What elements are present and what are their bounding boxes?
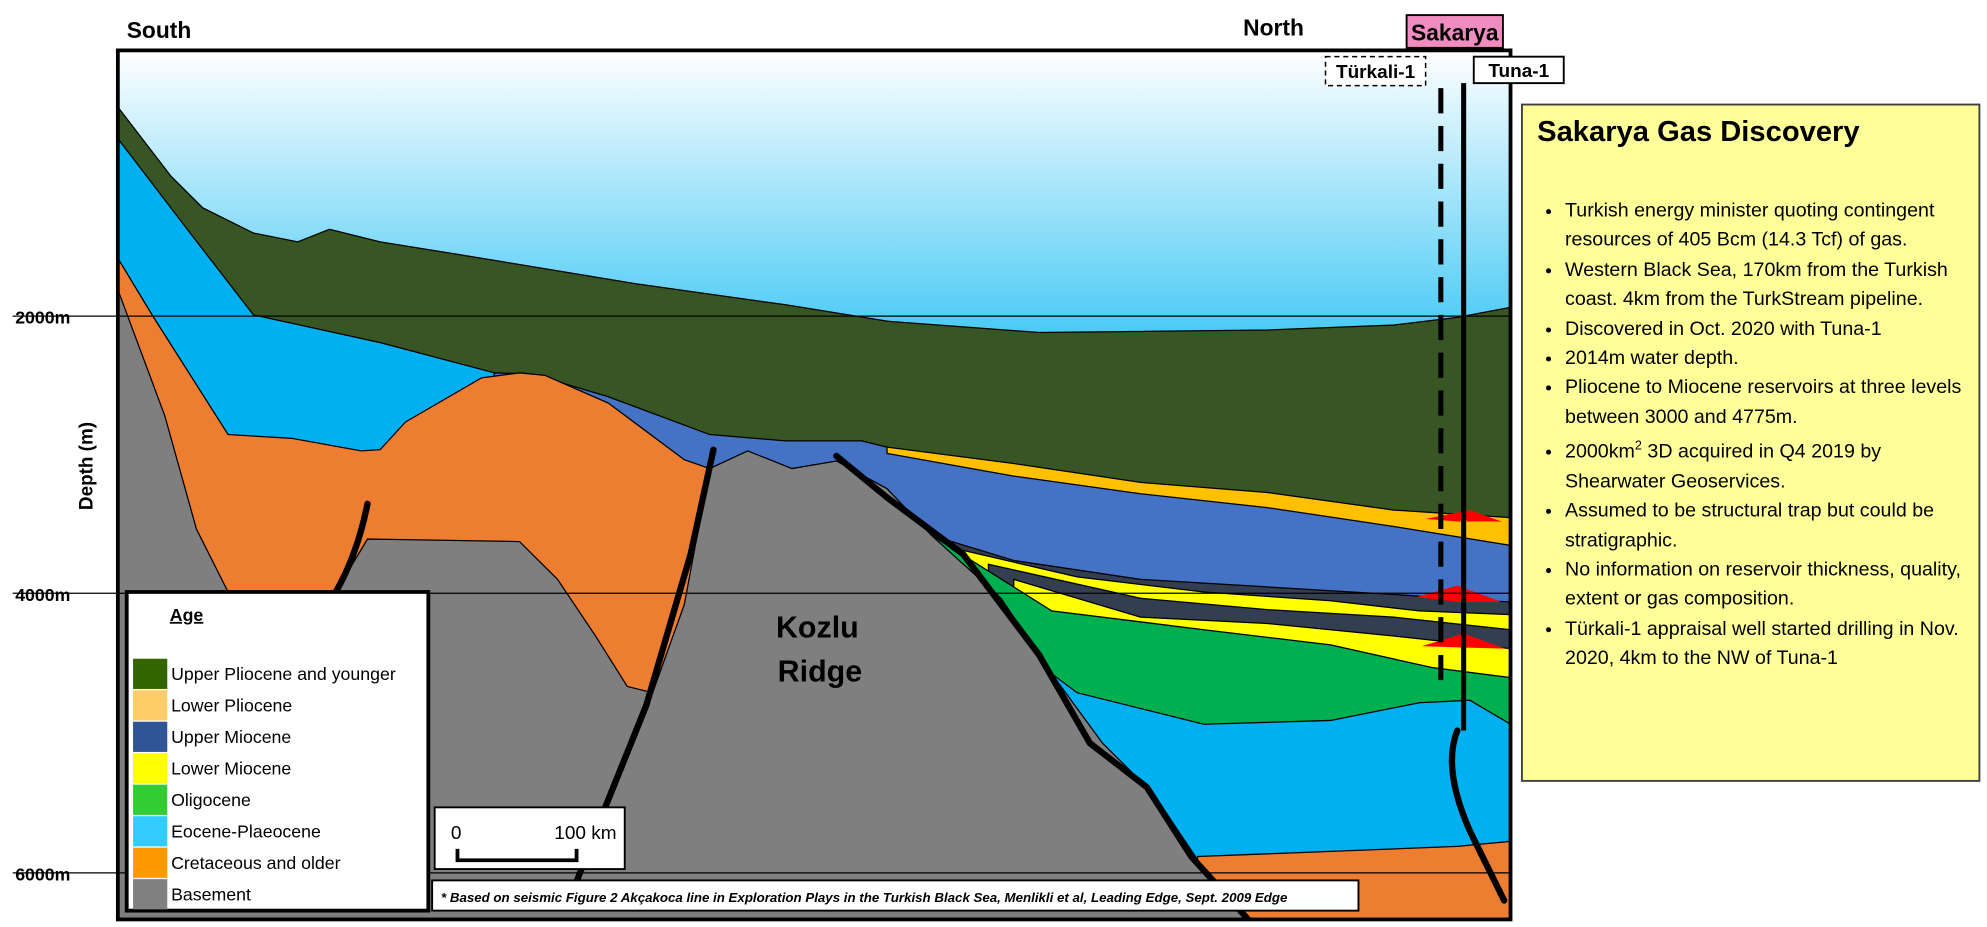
legend-swatch bbox=[133, 784, 168, 815]
info-bullet: Western Black Sea, 170km from the Turkis… bbox=[1565, 255, 1967, 314]
info-content: Sakarya Gas Discovery Turkish energy min… bbox=[1522, 105, 1979, 781]
legend-title: Age bbox=[170, 605, 204, 625]
info-box bbox=[1520, 103, 1981, 782]
bullet-sup: 2 bbox=[1634, 439, 1642, 454]
source-note: * Based on seismic Figure 2 Akçakoca lin… bbox=[441, 890, 1287, 905]
layer-lower-pliocene bbox=[886, 446, 1511, 547]
legend-swatch bbox=[133, 721, 168, 752]
area-box bbox=[1405, 14, 1504, 49]
depth-tick-label: 4000m bbox=[15, 585, 70, 605]
legend-swatch bbox=[133, 690, 168, 721]
note-box bbox=[431, 879, 1360, 912]
bullet-text: 3D acquired in Q4 2019 by Shearwater Geo… bbox=[1565, 441, 1882, 493]
fault bbox=[332, 500, 371, 596]
north-label: North bbox=[1243, 14, 1304, 40]
info-bullet: No information on reservoir thickness, q… bbox=[1565, 555, 1967, 614]
legend-items: Upper Pliocene and younger Lower Pliocene… bbox=[133, 658, 396, 910]
legend-label: Upper Miocene bbox=[171, 727, 291, 747]
legend-swatch bbox=[133, 753, 168, 784]
info-bullet: 2000km2 3D acquired in Q4 2019 by Shearw… bbox=[1565, 432, 1967, 496]
legend-label: Basement bbox=[171, 885, 251, 905]
well-box bbox=[1472, 55, 1565, 85]
legend-swatch bbox=[133, 658, 168, 689]
legend-swatch bbox=[133, 816, 168, 847]
info-bullet: Discovered in Oct. 2020 with Tuna-1 bbox=[1565, 314, 1967, 343]
info-bullet: Pliocene to Miocene reservoirs at three … bbox=[1565, 373, 1967, 432]
frame bbox=[115, 48, 1513, 922]
feature-label: Ridge bbox=[778, 655, 862, 688]
feature-label: Kozlu bbox=[776, 611, 859, 644]
legend-label: Upper Pliocene and younger bbox=[171, 664, 396, 684]
scale-bar bbox=[455, 848, 579, 863]
depth-tick-label: 6000m bbox=[15, 864, 70, 884]
scale-label: 0 bbox=[451, 823, 462, 844]
legend-label: Oligocene bbox=[171, 790, 251, 810]
info-title: Sakarya Gas Discovery bbox=[1537, 114, 1860, 148]
legend-label: Cretaceous and older bbox=[171, 853, 341, 873]
info-bullet: Türkali-1 appraisal well started drillin… bbox=[1565, 614, 1967, 673]
info-bullets: Turkish energy minister quoting continge… bbox=[1537, 196, 1967, 673]
legend-swatch bbox=[133, 879, 168, 910]
depth-tick-label: 2000m bbox=[15, 308, 70, 328]
info-text: Sakarya Gas Discovery Turkish energy min… bbox=[1522, 105, 1979, 674]
info-bullet: 2014m water depth. bbox=[1565, 344, 1967, 373]
well-label: Türkali-1 bbox=[1336, 62, 1415, 83]
legend-label: Lower Miocene bbox=[171, 759, 291, 779]
depth-axis-label: Depth (m) bbox=[76, 422, 97, 510]
fault bbox=[1448, 727, 1508, 904]
legend-label: Lower Pliocene bbox=[171, 696, 292, 716]
area-label: Sakarya bbox=[1411, 19, 1499, 45]
legend-label: Eocene-Plaeocene bbox=[171, 822, 321, 842]
fault bbox=[833, 452, 1252, 920]
legend-box bbox=[124, 590, 431, 913]
legend-swatch bbox=[133, 847, 168, 878]
scale-label: 100 km bbox=[554, 823, 616, 844]
info-bullet: Turkish energy minister quoting continge… bbox=[1565, 196, 1967, 255]
well-box bbox=[1324, 55, 1427, 87]
bullet-text: 2000km bbox=[1565, 441, 1635, 463]
strata bbox=[117, 50, 1511, 920]
south-label: South bbox=[127, 17, 192, 43]
well-label: Tuna-1 bbox=[1488, 61, 1549, 82]
info-bullet: Assumed to be structural trap but could … bbox=[1565, 497, 1967, 556]
